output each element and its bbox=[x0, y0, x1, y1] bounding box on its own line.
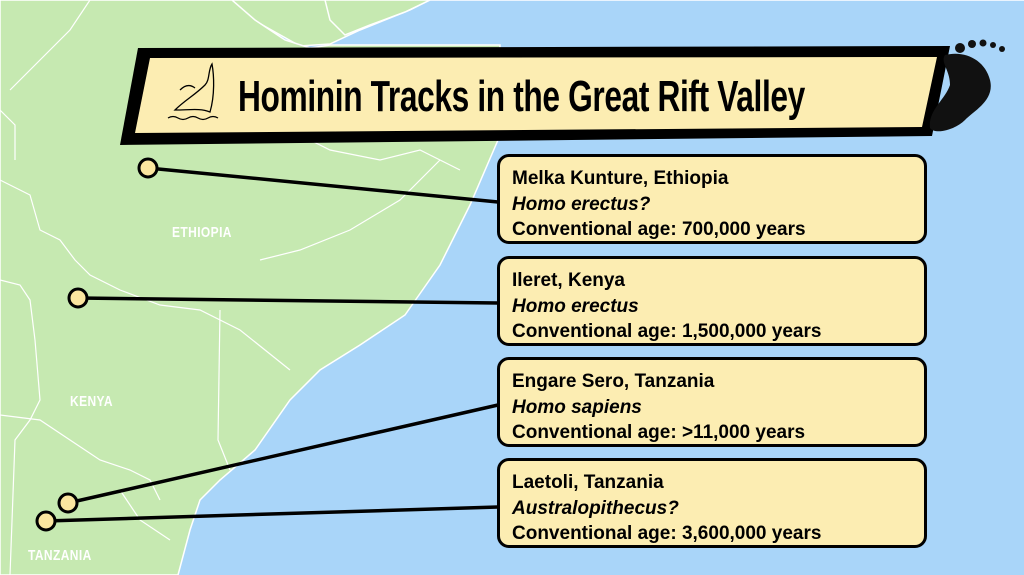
site-name: Laetoli, Tanzania bbox=[512, 472, 664, 493]
site-species: Homo sapiens bbox=[512, 396, 642, 418]
site-card-ileret: Ileret, Kenya Homo erectus Conventional … bbox=[497, 256, 927, 346]
leader-line-laetoli bbox=[45, 505, 499, 523]
country-label-ethiopia: ETHIOPIA bbox=[172, 224, 232, 241]
site-age: Conventional age: 700,000 years bbox=[512, 219, 806, 240]
site-species: Australopithecus? bbox=[512, 497, 679, 519]
site-name: Melka Kunture, Ethiopia bbox=[512, 168, 729, 189]
site-age: Conventional age: >11,000 years bbox=[512, 422, 806, 443]
footprint-icon bbox=[929, 39, 1005, 132]
site-age: Conventional age: 3,600,000 years bbox=[512, 523, 822, 544]
site-name: Ileret, Kenya bbox=[512, 270, 625, 291]
site-card-laetoli: Laetoli, Tanzania Australopithecus? Conv… bbox=[497, 458, 927, 548]
site-marker-engare[interactable] bbox=[57, 492, 79, 514]
site-marker-melka[interactable] bbox=[137, 157, 159, 179]
leader-lines bbox=[45, 166, 499, 523]
site-card-engare: Engare Sero, Tanzania Homo sapiens Conve… bbox=[497, 357, 927, 447]
leader-line-engare bbox=[67, 403, 499, 505]
site-species: Homo erectus bbox=[512, 295, 639, 317]
page-title: Hominin Tracks in the Great Rift Valley bbox=[238, 72, 805, 121]
country-label-kenya: KENYA bbox=[70, 393, 113, 410]
site-name: Engare Sero, Tanzania bbox=[512, 371, 715, 392]
title-banner bbox=[135, 57, 937, 133]
hand-logo-icon bbox=[167, 62, 219, 121]
site-species: Homo erectus? bbox=[512, 193, 651, 215]
site-card-melka: Melka Kunture, Ethiopia Homo erectus? Co… bbox=[497, 154, 927, 244]
leader-line-melka bbox=[147, 166, 499, 204]
site-age: Conventional age: 1,500,000 years bbox=[512, 321, 822, 342]
arabia-land bbox=[324, 0, 431, 36]
site-marker-ileret[interactable] bbox=[67, 287, 89, 309]
leader-line-ileret bbox=[77, 296, 499, 305]
country-label-tanzania: TANZANIA bbox=[28, 547, 92, 564]
borders bbox=[0, 0, 461, 575]
site-marker-laetoli[interactable] bbox=[35, 510, 57, 532]
